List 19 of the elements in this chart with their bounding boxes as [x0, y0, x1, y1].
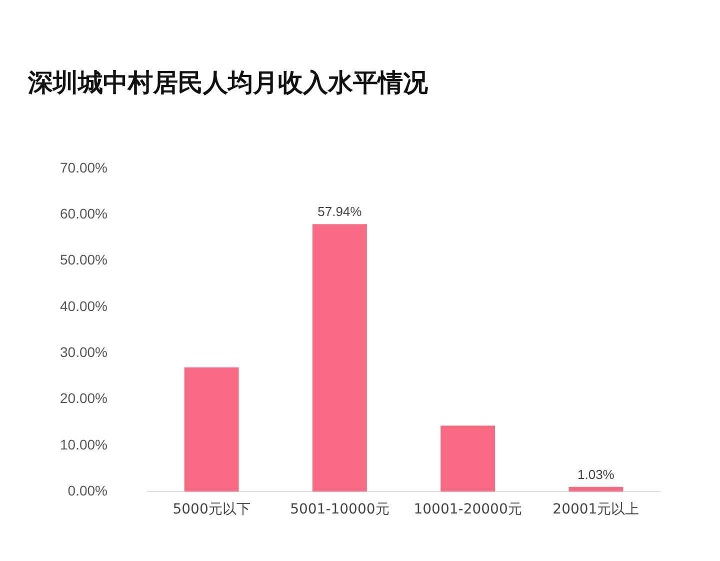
- bar: [568, 486, 624, 492]
- bar: [312, 224, 367, 492]
- data-label: 1.03%: [578, 466, 615, 482]
- y-tick-label: 20.00%: [60, 390, 108, 406]
- y-tick-label: 0.00%: [68, 482, 108, 498]
- y-tick-label: 50.00%: [60, 252, 108, 268]
- x-tick-label: 5000元以下: [172, 502, 250, 518]
- chart-title: 深圳城中村居民人均月收入水平情况: [28, 67, 428, 99]
- y-tick-label: 30.00%: [60, 344, 108, 360]
- data-label: 57.94%: [318, 204, 362, 220]
- x-tick-label: 5001-10000元: [290, 502, 390, 518]
- bar: [184, 367, 239, 492]
- y-tick-label: 70.00%: [60, 159, 108, 176]
- y-tick-label: 40.00%: [60, 298, 108, 314]
- y-tick-label: 10.00%: [60, 436, 108, 452]
- bar: [440, 426, 496, 492]
- y-tick-label: 60.00%: [60, 205, 108, 222]
- x-tick-label: 20001元以上: [552, 502, 640, 518]
- x-tick-label: 10001-20000元: [414, 502, 522, 518]
